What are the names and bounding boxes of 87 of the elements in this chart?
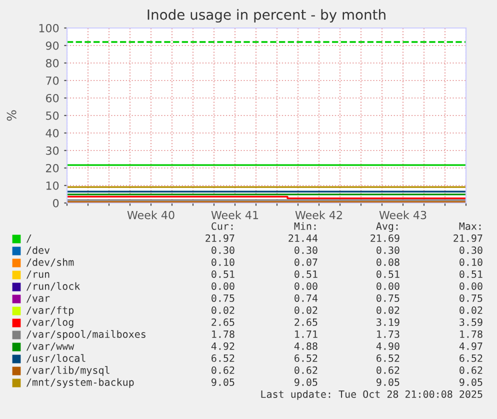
text: 2.65: [212, 318, 234, 326]
legend-label: /var/ftp: [26, 306, 74, 316]
legend-label: /run/lock: [26, 282, 80, 291]
text: 0.02: [376, 306, 400, 314]
text: 0.62: [376, 366, 400, 374]
y-tick-label: 80: [46, 58, 59, 68]
legend-label: /dev/shm: [26, 258, 74, 267]
text: Max:: [459, 222, 481, 230]
text: 0.00: [376, 282, 400, 290]
text: 9.05: [460, 378, 482, 386]
text: 21.97: [206, 234, 234, 242]
text: 6.52: [460, 354, 482, 362]
text: 0.51: [212, 270, 234, 278]
text: 0.00: [294, 282, 318, 290]
text: 0.02: [460, 306, 482, 314]
text: 0.02: [294, 306, 318, 314]
text: 3.19: [376, 318, 400, 326]
text: 0.08: [376, 258, 400, 266]
x-tick-label: Week 43: [379, 210, 426, 220]
text: 9.05: [376, 378, 400, 386]
text: Avg:: [376, 222, 398, 232]
text: 21.97: [454, 234, 482, 242]
text: Min:: [294, 222, 316, 230]
text: 1.71: [295, 330, 318, 338]
legend-label: /var: [26, 294, 50, 303]
text: 4.92: [211, 342, 234, 350]
text: 0.07: [294, 258, 318, 266]
text: 6.52: [212, 354, 234, 362]
legend-label: /var/spool/mailboxes: [26, 330, 146, 340]
legend-label: /var/lib/mysql: [26, 366, 110, 376]
chart-title: Inode usage in percent - by month: [148, 9, 386, 23]
y-tick-label: 50: [46, 111, 59, 120]
text: 0.30: [460, 246, 482, 254]
legend-label: /run: [26, 270, 50, 279]
legend-label: /dev: [26, 246, 50, 255]
text: 21.44: [288, 234, 318, 242]
text: Cur:: [212, 222, 233, 230]
y-tick-label: 10: [46, 181, 59, 190]
text: 9.05: [294, 378, 318, 386]
text: 0.30: [376, 246, 400, 254]
text: 0.75: [376, 294, 400, 302]
text: 9.05: [212, 378, 234, 386]
text: 0.10: [460, 258, 482, 266]
text: 3.59: [460, 318, 482, 326]
text: 4.90: [376, 342, 400, 350]
text: 0.51: [460, 270, 482, 278]
text: 0.30: [294, 246, 318, 254]
text: Last update: Tue Oct 28 21:00:08 2025: [261, 390, 482, 400]
y-tick-label: 90: [46, 41, 59, 50]
x-tick-label: Week 40: [127, 210, 174, 220]
text: 0.51: [376, 270, 400, 278]
legend-label: /var/log: [26, 318, 74, 328]
text: 1.78: [212, 330, 234, 338]
text: 0.00: [460, 282, 482, 290]
y-tick-label: 40: [46, 128, 59, 138]
text: 4.88: [294, 342, 318, 350]
text: 4.97: [459, 342, 482, 350]
y-tick-label: 20: [46, 164, 59, 172]
text: 0.62: [294, 366, 318, 374]
text: 21.69: [370, 234, 400, 242]
text: 2.65: [294, 318, 318, 326]
text: 6.52: [294, 354, 318, 362]
text: 6.52: [376, 354, 400, 362]
y-tick-label: 0: [53, 198, 59, 208]
text: 0.75: [460, 294, 482, 302]
text: 0.51: [294, 270, 318, 278]
y-tick-label: 30: [46, 146, 59, 155]
y-tick-label: 60: [46, 94, 59, 102]
y-tick-label: 100: [39, 24, 59, 32]
text: 0.62: [460, 366, 482, 374]
text: 0.00: [212, 282, 234, 290]
text: 0.75: [212, 294, 234, 302]
text: 0.74: [294, 294, 318, 302]
text: 0.30: [212, 246, 234, 254]
text: 0.10: [212, 258, 234, 266]
x-tick-label: Week 42: [295, 210, 342, 220]
legend-label: /mnt/system-backup: [26, 378, 134, 388]
x-tick-label: Week 41: [211, 210, 258, 220]
y-tick-label: 70: [46, 76, 59, 85]
legend-label: /usr/local: [26, 354, 86, 363]
y-axis-title: %: [6, 110, 16, 121]
text: 0.62: [212, 366, 234, 374]
text: 0.02: [212, 306, 234, 314]
text: 1.78: [460, 330, 482, 338]
legend-label: /: [26, 234, 32, 243]
text: 1.73: [377, 330, 400, 338]
legend-label: /var/www: [26, 342, 74, 351]
